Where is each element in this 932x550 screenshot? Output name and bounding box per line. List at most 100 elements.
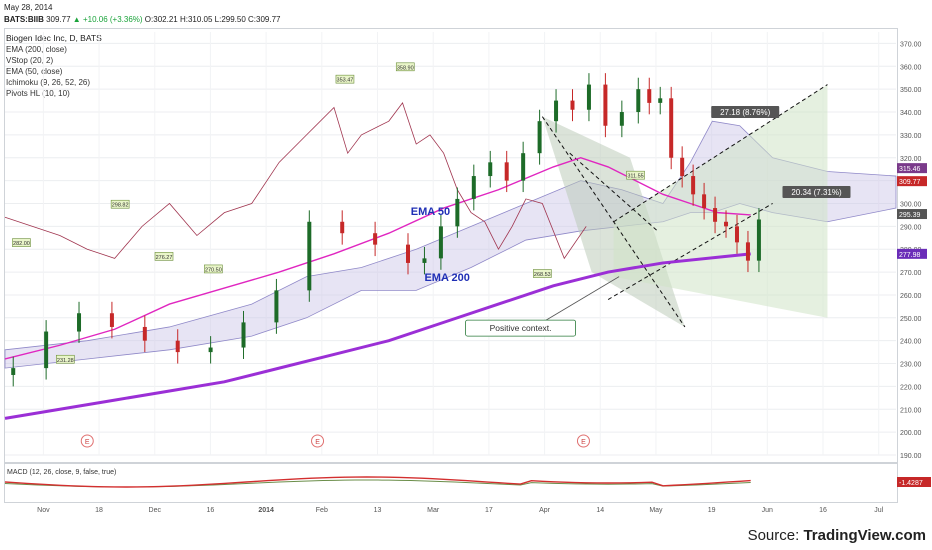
candle-body bbox=[586, 84, 591, 110]
time-tick: Feb bbox=[316, 507, 328, 514]
candle-body bbox=[570, 100, 575, 110]
price-tick: 210.00 bbox=[900, 407, 922, 414]
candle-body bbox=[307, 221, 312, 291]
series-lines bbox=[4, 102, 751, 420]
trend-line-up bbox=[613, 84, 828, 223]
candle-body bbox=[619, 112, 624, 126]
price-tick: 340.00 bbox=[900, 110, 922, 117]
price-tick: 220.00 bbox=[900, 384, 922, 391]
pivot-box bbox=[56, 354, 75, 364]
macd-tag-label: -1.4287 bbox=[899, 480, 923, 487]
measure-label: 27.18 (8.76%) bbox=[720, 108, 771, 117]
pivot-label: 270.50 bbox=[205, 267, 222, 273]
candle-body bbox=[636, 89, 641, 113]
legend-pivots[interactable]: Pivots HL (10, 10) bbox=[6, 89, 70, 98]
time-tick: 13 bbox=[374, 507, 382, 514]
candle-body bbox=[724, 221, 729, 227]
quote-line: BATS:BIIB 309.77 ▲ +10.06 (+3.36%) O:302… bbox=[4, 15, 281, 24]
price-tick: 330.00 bbox=[900, 133, 922, 140]
time-tick: 16 bbox=[819, 507, 827, 514]
time-tick: Mar bbox=[427, 507, 440, 514]
indicator-legend: Biogen Idec Inc, D, BATS EMA (200, close… bbox=[6, 33, 102, 99]
price-tick: 350.00 bbox=[900, 87, 922, 94]
source-credit: Source: TradingView.com bbox=[748, 527, 926, 544]
ema50-annotation: EMA 50 bbox=[411, 206, 450, 218]
pivot-label: 353.47 bbox=[337, 78, 354, 84]
macd-signal-line bbox=[4, 479, 751, 488]
time-axis: Nov 18 Dec 16 2014 Feb 13 Mar 17 Apr 14 May 19 Jun 16 J… bbox=[37, 507, 883, 514]
candle-body bbox=[471, 176, 476, 199]
price-tick: 320.00 bbox=[900, 156, 922, 163]
time-tick: 19 bbox=[708, 507, 716, 514]
projection-fill bbox=[613, 84, 828, 318]
price-tick: 300.00 bbox=[900, 201, 922, 208]
earnings-icon bbox=[80, 434, 94, 448]
price-tick: 360.00 bbox=[900, 64, 922, 71]
measure-box bbox=[711, 106, 780, 119]
time-tick: 14 bbox=[596, 507, 604, 514]
price-tick: 240.00 bbox=[900, 339, 922, 346]
candle-body bbox=[734, 226, 739, 243]
last-price: 309.77 bbox=[46, 15, 71, 24]
earnings-label: E bbox=[315, 439, 320, 446]
price-tag bbox=[897, 248, 927, 259]
time-tick: 17 bbox=[485, 507, 493, 514]
earnings-icon bbox=[576, 434, 590, 448]
pivot-label: 282.00 bbox=[13, 241, 30, 247]
pivot-box bbox=[533, 269, 552, 278]
pivot-box bbox=[110, 199, 130, 209]
time-tick: Dec bbox=[149, 507, 162, 514]
time-tick: May bbox=[649, 507, 663, 514]
source-prefix: Source: bbox=[747, 527, 804, 544]
candle-body bbox=[554, 100, 559, 122]
candle-body bbox=[422, 258, 427, 263]
candle-body bbox=[455, 198, 460, 227]
pivot-box bbox=[395, 62, 415, 72]
legend-vstop[interactable]: VStop (20, 2) bbox=[6, 56, 54, 65]
candle-body bbox=[537, 121, 542, 154]
candle-body bbox=[756, 219, 761, 261]
time-tick: 2014 bbox=[258, 507, 274, 514]
series-line bbox=[4, 252, 751, 420]
callout-box bbox=[465, 319, 576, 337]
pivot-box bbox=[204, 264, 223, 274]
trend-line-up bbox=[607, 203, 773, 300]
candle-body bbox=[274, 290, 279, 323]
candle-body bbox=[647, 89, 652, 103]
price-change: +10.06 (+3.36%) bbox=[82, 15, 143, 24]
legend-ema200[interactable]: EMA (200, close) bbox=[6, 45, 67, 54]
price-tick: 290.00 bbox=[900, 224, 922, 231]
cloud-area bbox=[4, 120, 897, 369]
pivot-label: 268.53 bbox=[534, 272, 551, 278]
close-value: C:309.77 bbox=[248, 15, 281, 24]
candle-body bbox=[745, 242, 750, 261]
candle-body bbox=[691, 176, 696, 195]
price-tag bbox=[897, 176, 927, 187]
pivot-label: 311.55 bbox=[627, 174, 643, 180]
candle-body bbox=[680, 157, 685, 177]
candle-body bbox=[142, 326, 147, 341]
time-tick: 16 bbox=[207, 507, 215, 514]
drawings bbox=[541, 84, 828, 328]
price-tag bbox=[897, 209, 927, 220]
macd-label: MACD (12, 26, close, 9, false, true) bbox=[7, 469, 116, 476]
price-tick: 230.00 bbox=[900, 362, 922, 369]
time-tick: Jul bbox=[874, 507, 883, 514]
price-tick: 250.00 bbox=[900, 316, 922, 323]
legend-ichimoku[interactable]: Ichimoku (9, 26, 52, 26) bbox=[6, 78, 91, 87]
price-tag-label: 315.46 bbox=[899, 166, 921, 173]
candle-body bbox=[44, 331, 49, 369]
macd: MACD (12, 26, close, 9, false, true) -1.4… bbox=[4, 469, 931, 488]
ichimoku-cloud bbox=[4, 120, 897, 369]
measure-box bbox=[782, 186, 851, 199]
macd-tag bbox=[897, 477, 931, 487]
pivot-label: 298.82 bbox=[112, 203, 129, 209]
legend-ema50[interactable]: EMA (50, close) bbox=[6, 67, 63, 76]
pivot-label: 276.27 bbox=[156, 255, 173, 261]
candle-body bbox=[521, 153, 526, 181]
legend-symbol[interactable]: Biogen Idec Inc, D, BATS bbox=[6, 33, 102, 43]
price-tick: 260.00 bbox=[900, 293, 922, 300]
pivot-box bbox=[335, 74, 355, 84]
pivot-box bbox=[12, 238, 31, 247]
